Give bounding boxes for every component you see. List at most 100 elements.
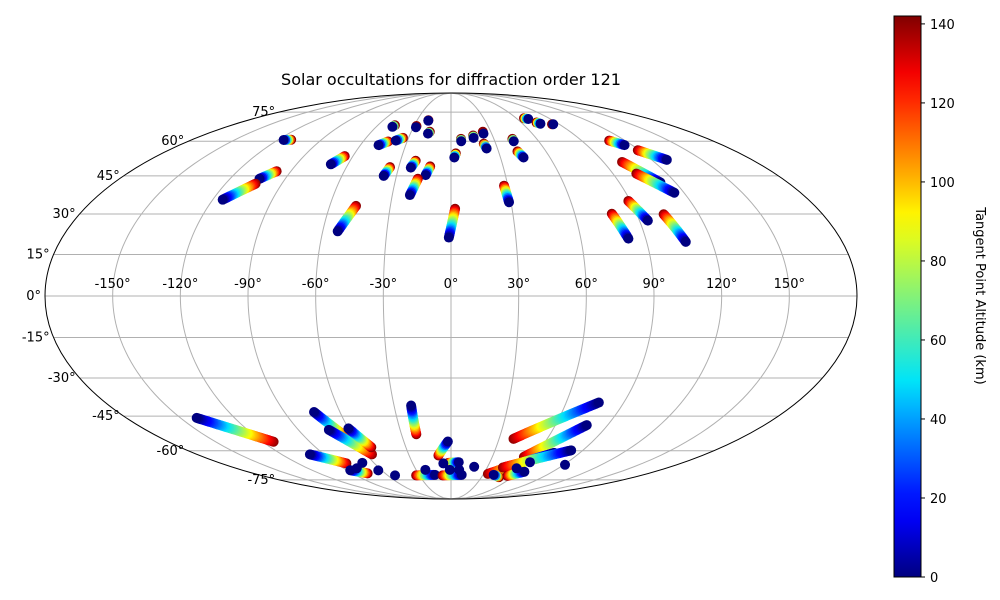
occultation-point bbox=[390, 135, 401, 146]
occultation-point bbox=[442, 436, 453, 447]
occultation-track bbox=[478, 138, 492, 154]
latitude-tick-label: -30° bbox=[48, 371, 76, 386]
occultation-point bbox=[523, 113, 534, 124]
colorbar-tick-label: 140 bbox=[930, 18, 955, 33]
occultation-track bbox=[410, 121, 422, 133]
latitude-tick-labels: -75° -60° -45° -30° -15° 0° 15° 30° 45° 60° 75° bbox=[22, 105, 275, 488]
occultation-point bbox=[309, 407, 320, 418]
occultation-point bbox=[453, 457, 464, 468]
occultation-track bbox=[499, 180, 515, 208]
occultation-point bbox=[378, 170, 389, 181]
latitude-tick-label: -45° bbox=[92, 409, 120, 424]
occultation-track bbox=[325, 151, 350, 170]
occultation-point bbox=[623, 233, 634, 244]
colorbar-gradient bbox=[893, 15, 922, 578]
occultation-point bbox=[387, 121, 398, 132]
occultation-point bbox=[566, 445, 577, 456]
colorbar-tick-label: 120 bbox=[930, 97, 955, 112]
occultation-point bbox=[373, 465, 384, 476]
occultation-point bbox=[332, 226, 343, 237]
colorbar-ticks: 0 20 40 60 80 100 120 140 bbox=[921, 18, 955, 586]
occultation-point bbox=[423, 115, 434, 126]
occultation-point bbox=[373, 140, 384, 151]
occultation-track bbox=[623, 195, 653, 226]
occultation-point bbox=[519, 466, 530, 477]
occultation-track bbox=[632, 145, 672, 165]
occultation-track bbox=[456, 133, 467, 147]
occultation-point bbox=[404, 190, 415, 201]
occultation-point bbox=[422, 128, 433, 139]
occultation-point bbox=[642, 215, 653, 226]
latitude-tick-label: -15° bbox=[22, 331, 50, 346]
occultation-point bbox=[560, 459, 571, 470]
longitude-tick-label: -120° bbox=[162, 277, 198, 292]
occultation-track bbox=[547, 119, 559, 130]
latitude-tick-label: 15° bbox=[27, 247, 50, 262]
occultation-track bbox=[304, 449, 352, 469]
longitude-tick-label: 90° bbox=[642, 277, 665, 292]
longitude-gridline bbox=[112, 93, 452, 499]
occultation-point bbox=[481, 143, 492, 154]
occultation-point bbox=[438, 458, 449, 469]
longitude-tick-label: 0° bbox=[444, 277, 459, 292]
occultation-point bbox=[406, 400, 417, 411]
occultation-point bbox=[488, 469, 499, 480]
occultation-track bbox=[423, 115, 434, 126]
longitude-gridline bbox=[450, 93, 655, 499]
longitude-gridline bbox=[382, 93, 452, 499]
colorbar: 0 20 40 60 80 100 120 140 Tangent Point Altitud… bbox=[893, 15, 987, 586]
occultation-track bbox=[507, 133, 519, 147]
occultation-track bbox=[254, 166, 282, 184]
map-outline bbox=[44, 92, 858, 500]
occultation-point bbox=[343, 423, 354, 434]
occultation-track bbox=[508, 397, 604, 444]
occultation-track bbox=[512, 146, 529, 163]
latitude-tick-label: -60° bbox=[157, 444, 185, 459]
occultation-points bbox=[191, 113, 691, 483]
latitude-tick-label: 30° bbox=[53, 207, 76, 222]
occultation-track bbox=[658, 209, 691, 247]
occultation-track bbox=[519, 113, 534, 124]
occultation-track bbox=[332, 200, 362, 237]
occultation-point bbox=[449, 152, 460, 163]
latitude-tick-label: 75° bbox=[252, 105, 275, 120]
occultation-point bbox=[304, 449, 315, 460]
occultation-point bbox=[593, 397, 604, 408]
occultation-point bbox=[619, 140, 630, 151]
longitude-gridline bbox=[450, 93, 790, 499]
colorbar-tick-label: 100 bbox=[930, 176, 955, 191]
occultation-point bbox=[390, 470, 401, 481]
occultation-track bbox=[378, 162, 395, 181]
occultation-track bbox=[278, 134, 297, 145]
occultation-point bbox=[581, 420, 592, 431]
occultation-track bbox=[405, 155, 421, 173]
occultation-point bbox=[548, 119, 559, 130]
occultation-point bbox=[444, 464, 455, 475]
occultation-track bbox=[373, 136, 394, 151]
occultation-track bbox=[420, 161, 436, 181]
occultation-track bbox=[468, 130, 479, 143]
occultation-track bbox=[422, 126, 435, 139]
longitude-tick-label: 150° bbox=[774, 277, 805, 292]
longitude-tick-label: 120° bbox=[706, 277, 737, 292]
occultation-point bbox=[278, 134, 289, 145]
occultation-track bbox=[433, 436, 453, 461]
occultation-point bbox=[325, 159, 336, 170]
occultation-track bbox=[343, 423, 377, 453]
occultation-track bbox=[443, 457, 464, 468]
occultation-point bbox=[680, 236, 691, 247]
occultation-track bbox=[604, 135, 630, 151]
occultation-point bbox=[511, 463, 522, 474]
occultation-point bbox=[454, 464, 465, 475]
occultation-track bbox=[477, 126, 489, 139]
occultation-track bbox=[531, 117, 546, 129]
graticule bbox=[45, 93, 857, 499]
occultation-point bbox=[420, 464, 431, 475]
latitude-tick-label: 45° bbox=[97, 169, 120, 184]
occultation-track bbox=[217, 178, 261, 205]
chart-title: Solar occultations for diffraction order… bbox=[281, 70, 621, 89]
occultation-track bbox=[631, 168, 680, 198]
occultation-point bbox=[535, 118, 546, 129]
occultation-track bbox=[488, 469, 504, 483]
